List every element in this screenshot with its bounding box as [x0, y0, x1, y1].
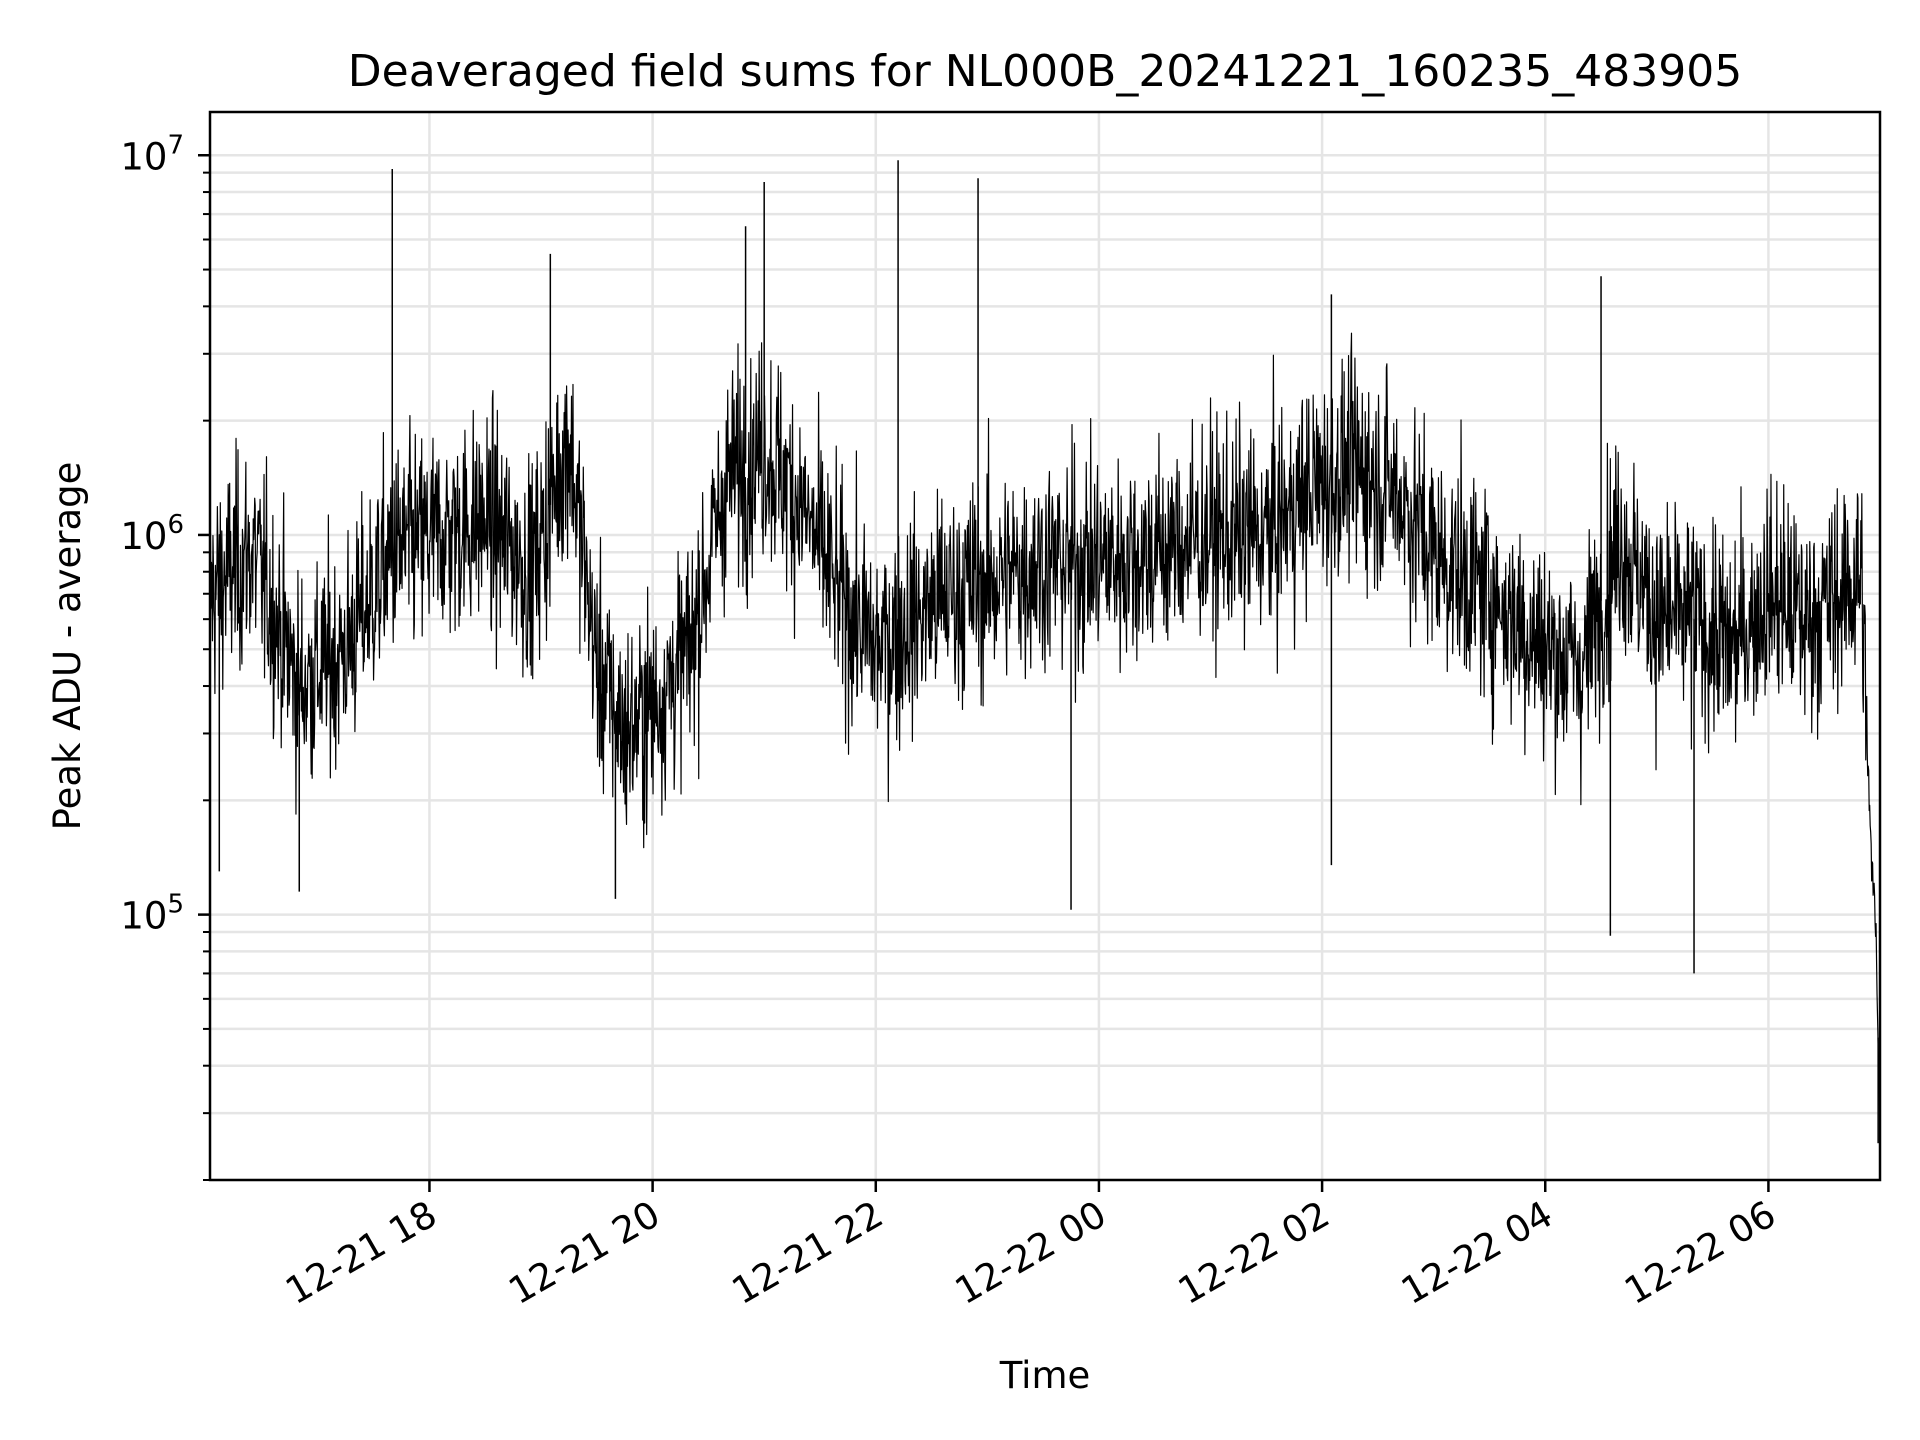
y-axis-ticks: 105 106 107 — [120, 130, 210, 1181]
y-tick-label: 105 — [120, 890, 184, 938]
chart-title: Deaveraged field sums for NL000B_2024122… — [348, 46, 1742, 97]
y-tick-label: 106 — [120, 510, 184, 558]
plot-series — [209, 160, 1881, 1152]
y-axis-label: Peak ADU - average — [46, 462, 89, 831]
y-tick-label: 107 — [120, 130, 184, 178]
plot-frame — [208, 110, 1882, 1182]
x-axis-label: Time — [999, 1354, 1091, 1397]
series-line — [209, 332, 1881, 1152]
